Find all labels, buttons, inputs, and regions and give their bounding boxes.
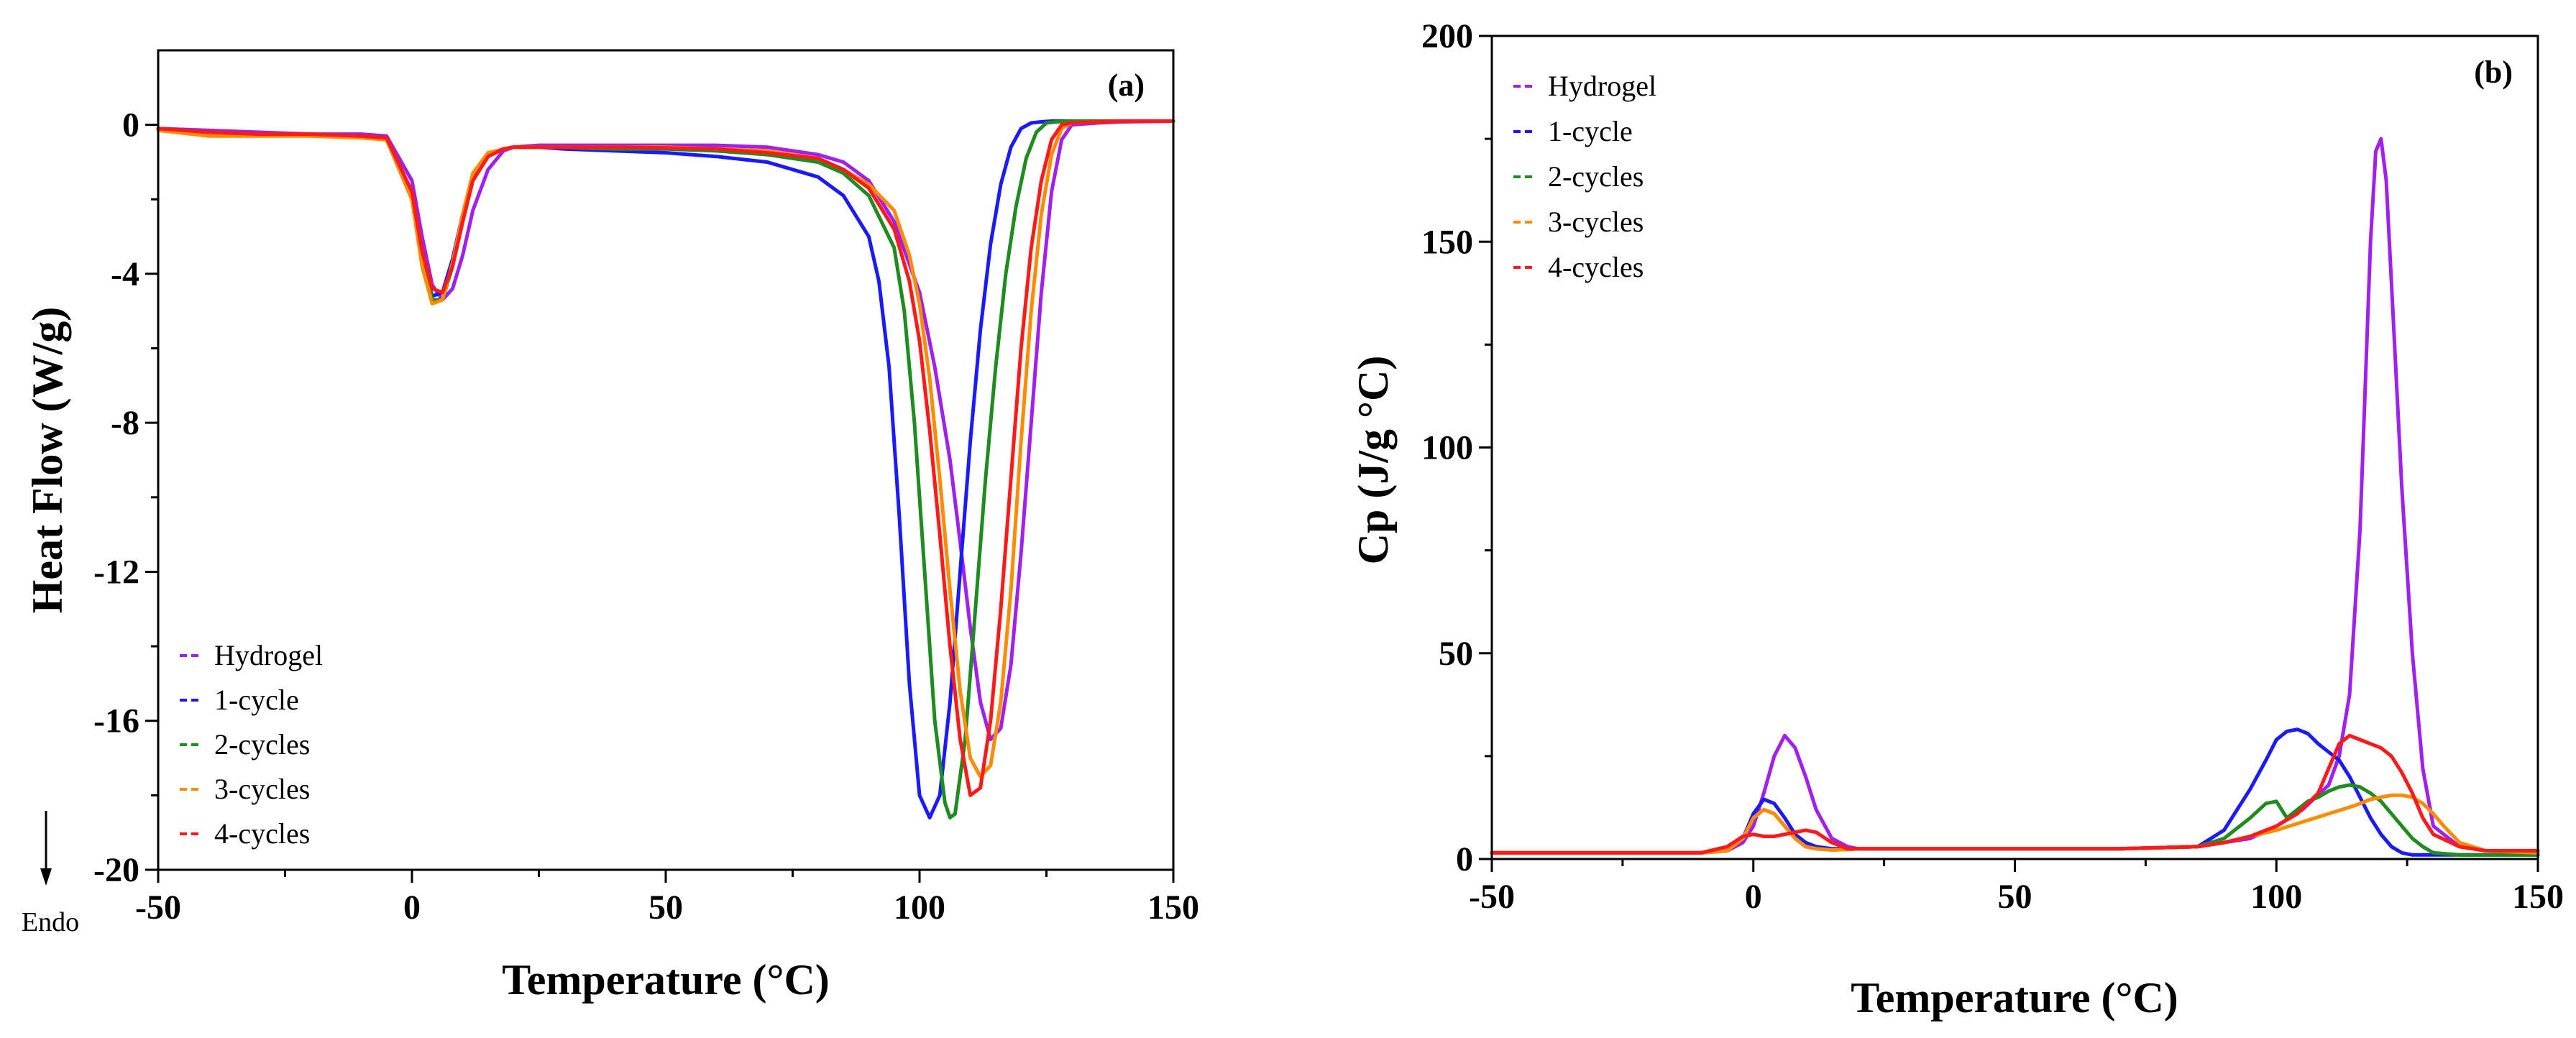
x-tick-label: 150 — [1147, 888, 1199, 927]
panel-a-ylabel: Heat Flow (W/g) — [24, 307, 71, 614]
legend-label-2-cycles: 2-cycles — [214, 728, 310, 761]
y-tick-label: -4 — [111, 255, 139, 293]
endo-label: Endo — [22, 907, 79, 937]
series-line-4-cycles — [1490, 733, 2540, 855]
x-tick-label: 0 — [1745, 878, 1762, 916]
legend-label-3-cycles: 3-cycles — [1548, 206, 1644, 238]
x-tick-label: 50 — [1998, 878, 2032, 916]
y-tick-label: -12 — [93, 553, 139, 591]
legend-label-hydrogel: Hydrogel — [214, 639, 323, 671]
x-tick-label: 0 — [403, 888, 421, 927]
panel-a-label: (a) — [1108, 68, 1145, 103]
panel-a: -50 0 50 100 150 -20 -16 -12 -8 -4 0 (a) Temperatu… — [22, 49, 1199, 1003]
legend-label-2-cycles: 2-cycles — [1548, 160, 1644, 193]
x-tick-label: 100 — [2250, 878, 2302, 916]
x-tick-label: 50 — [648, 888, 683, 927]
y-tick-label: 100 — [1421, 429, 1473, 467]
y-tick-label: -20 — [93, 851, 139, 889]
y-tick-label: -8 — [111, 404, 139, 442]
panel-b-xlabel: Temperature (°C) — [1851, 974, 2178, 1021]
endo-arrow-icon — [40, 868, 52, 886]
series-line-2-cycles — [156, 119, 1175, 819]
panel-a-xlabel: Temperature (°C) — [502, 956, 830, 1003]
legend-label-1-cycle: 1-cycle — [1548, 115, 1633, 147]
panel-b-label: (b) — [2474, 55, 2513, 90]
x-tick-label: -50 — [135, 888, 181, 927]
y-tick-label: 0 — [1456, 840, 1473, 878]
y-tick-label: 50 — [1439, 635, 1473, 673]
panel-a-series — [156, 119, 1175, 819]
panel-b-ylabel: Cp (J/g °C) — [1349, 356, 1397, 565]
legend-label-1-cycle: 1-cycle — [214, 684, 299, 716]
x-tick-label: -50 — [1469, 878, 1515, 916]
y-tick-label: 150 — [1421, 223, 1473, 261]
panel-a-ticks: -50 0 50 100 150 -20 -16 -12 -8 -4 0 — [93, 106, 1199, 927]
y-tick-label: -16 — [93, 702, 139, 740]
panel-b-series — [1490, 137, 2540, 857]
y-tick-label: 0 — [122, 106, 139, 144]
legend-label-4-cycles: 4-cycles — [214, 817, 310, 850]
legend-label-4-cycles: 4-cycles — [1548, 251, 1644, 283]
panel-b-legend: Hydrogel 1-cycle 2-cycles 3-cycles 4-cycles — [1513, 70, 1656, 283]
x-tick-label: 150 — [2512, 878, 2564, 916]
y-tick-label: 200 — [1421, 17, 1473, 55]
legend-label-3-cycles: 3-cycles — [214, 773, 310, 805]
legend-label-hydrogel: Hydrogel — [1548, 70, 1656, 102]
x-tick-label: 100 — [894, 888, 945, 927]
series-line-hydrogel — [156, 119, 1175, 742]
panel-a-legend: Hydrogel 1-cycle 2-cycles 3-cycles 4-cycles — [180, 639, 323, 850]
series-line-4-cycles — [156, 119, 1175, 797]
